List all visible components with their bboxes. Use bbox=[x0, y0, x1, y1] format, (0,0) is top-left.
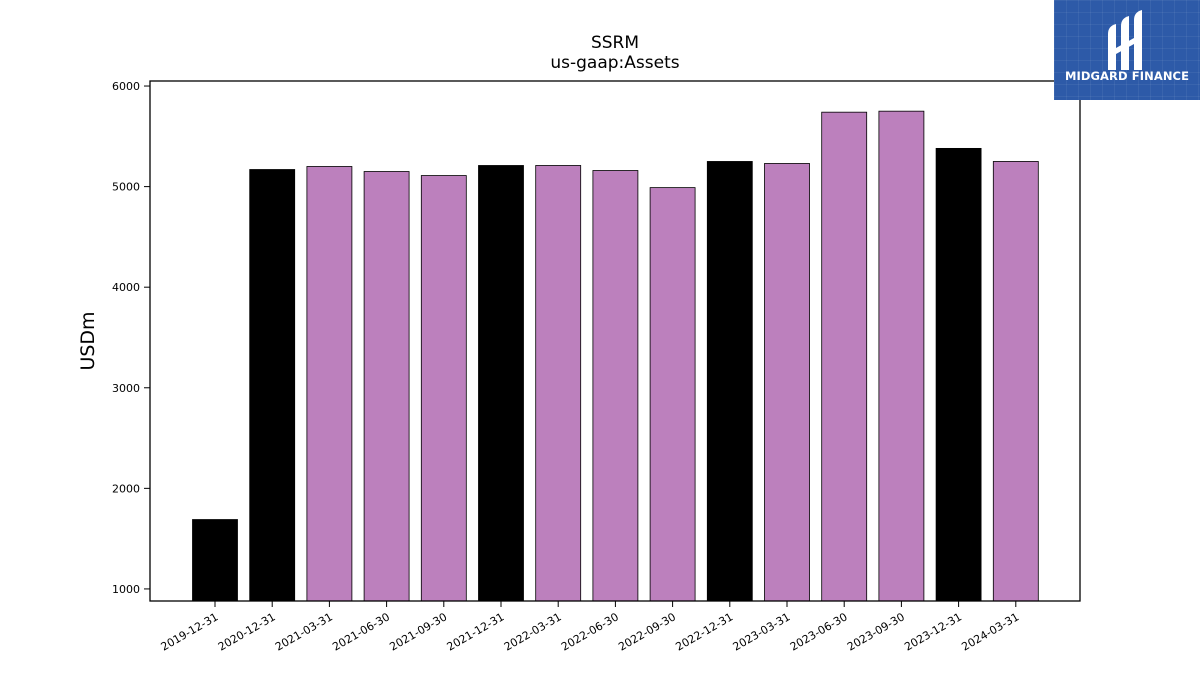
x-tick-label: 2022-09-30 bbox=[616, 610, 678, 653]
y-tick-label: 5000 bbox=[112, 181, 140, 194]
y-tick-label: 1000 bbox=[112, 583, 140, 596]
y-axis: 1000 2000 3000 4000 5000 6000 bbox=[112, 80, 150, 596]
midgard-finance-logo: MIDGARD FINANCE bbox=[1054, 0, 1200, 100]
x-tick-label: 2023-06-30 bbox=[788, 610, 850, 653]
bar-2023-12-31 bbox=[935, 147, 982, 602]
bar-2024-03-31 bbox=[992, 161, 1039, 602]
x-tick-label: 2021-12-31 bbox=[445, 610, 507, 653]
y-tick-label: 6000 bbox=[112, 80, 140, 93]
bar-2022-09-30 bbox=[649, 187, 696, 602]
x-axis: 2019-12-312020-12-312021-03-312021-06-30… bbox=[159, 601, 1021, 654]
chart-subtitle: us-gaap:Assets bbox=[550, 53, 679, 73]
x-tick-label: 2022-12-31 bbox=[673, 610, 735, 653]
bar-2021-12-31 bbox=[478, 165, 524, 602]
bar-2023-06-30 bbox=[821, 111, 868, 602]
bar-2022-12-31 bbox=[706, 161, 753, 602]
x-tick-label: 2023-03-31 bbox=[731, 610, 793, 653]
bar-2023-09-30 bbox=[878, 110, 925, 602]
x-tick-label: 2022-06-30 bbox=[559, 610, 621, 653]
x-tick-label: 2020-12-31 bbox=[216, 610, 278, 653]
y-axis-label: USDm bbox=[77, 311, 99, 370]
x-tick-label: 2023-09-30 bbox=[845, 610, 907, 653]
midgard-logo-icon bbox=[1108, 10, 1142, 70]
bar-2023-03-31 bbox=[764, 163, 810, 602]
y-tick-label: 2000 bbox=[112, 482, 140, 495]
bar-2021-03-31 bbox=[306, 166, 353, 602]
x-tick-label: 2024-03-31 bbox=[959, 610, 1021, 653]
x-tick-label: 2021-09-30 bbox=[387, 610, 449, 653]
bar-2021-09-30 bbox=[420, 175, 467, 602]
x-tick-label: 2023-12-31 bbox=[902, 610, 964, 653]
plot-frame bbox=[149, 80, 1081, 602]
bar-2022-03-31 bbox=[535, 165, 582, 602]
x-tick-label: 2021-03-31 bbox=[273, 610, 335, 653]
y-tick-label: 3000 bbox=[112, 382, 140, 395]
bar-2021-06-30 bbox=[363, 171, 410, 602]
bar-2020-12-31 bbox=[249, 169, 296, 602]
x-tick-label: 2021-06-30 bbox=[330, 610, 392, 653]
x-tick-label: 2022-03-31 bbox=[502, 610, 564, 653]
logo-text: MIDGARD FINANCE bbox=[1064, 69, 1190, 83]
x-tick-label: 2019-12-31 bbox=[159, 610, 221, 653]
bar-2022-06-30 bbox=[592, 170, 639, 602]
y-tick-label: 4000 bbox=[112, 281, 140, 294]
chart-title: SSRM bbox=[591, 33, 639, 53]
bars-group bbox=[192, 110, 1039, 602]
bar-2019-12-31 bbox=[192, 519, 238, 602]
